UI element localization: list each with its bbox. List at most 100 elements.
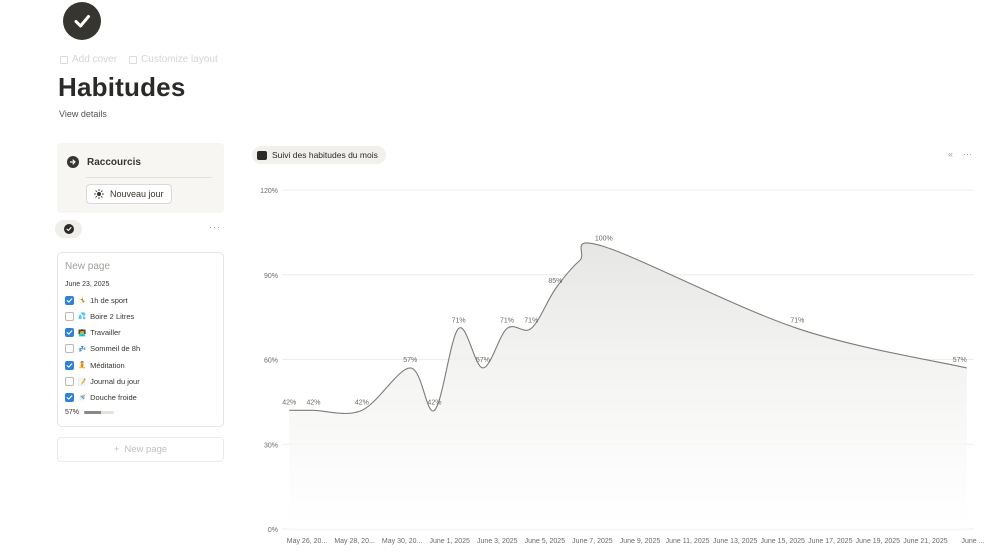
habit-item: 📝 Journal du jour bbox=[65, 377, 140, 387]
page-icon-check[interactable] bbox=[63, 2, 101, 40]
progress-bar bbox=[84, 411, 115, 414]
view-tab-check[interactable] bbox=[55, 220, 82, 238]
x-tick-label: June 13, 2025 bbox=[713, 538, 757, 545]
y-tick-label: 60% bbox=[264, 358, 278, 365]
y-tick-label: 0% bbox=[268, 527, 278, 534]
arrow-right-circle-icon bbox=[67, 156, 79, 168]
layout-icon bbox=[129, 55, 138, 64]
data-label: 57% bbox=[476, 357, 490, 364]
page-header-actions: Add cover Customize layout bbox=[60, 54, 218, 65]
habit-item: 🤸 1h de sport bbox=[65, 295, 128, 305]
habit-emoji: 💦 bbox=[78, 313, 87, 321]
data-label: 57% bbox=[953, 357, 967, 364]
y-tick-label: 120% bbox=[260, 188, 278, 195]
new-day-button[interactable]: Nouveau jour bbox=[86, 184, 172, 204]
habit-emoji: 👨‍💻 bbox=[78, 329, 87, 337]
habit-item: 👨‍💻 Travailler bbox=[65, 328, 121, 338]
new-page-label: New page bbox=[124, 444, 168, 455]
series-line bbox=[289, 242, 967, 415]
habit-label: Boire 2 Litres bbox=[90, 311, 135, 321]
data-label: 42% bbox=[282, 399, 296, 406]
habit-label: 1h de sport bbox=[90, 295, 128, 305]
x-tick-label: June 9, 2025 bbox=[620, 538, 661, 545]
x-tick-label: May 30, 20... bbox=[382, 538, 423, 545]
progress-bar-fill bbox=[84, 411, 102, 414]
data-label: 57% bbox=[403, 357, 417, 364]
habit-emoji: 📝 bbox=[78, 378, 87, 386]
habit-checkbox[interactable] bbox=[65, 295, 74, 305]
habit-checkbox[interactable] bbox=[65, 393, 74, 403]
x-tick-label: May 26, 20... bbox=[287, 538, 328, 545]
data-label: 100% bbox=[595, 236, 613, 243]
habit-checkbox[interactable] bbox=[65, 311, 74, 321]
x-tick-label: June 15, 2025 bbox=[761, 538, 805, 545]
data-label: 71% bbox=[790, 317, 804, 324]
x-tick-label: June 5, 2025 bbox=[525, 538, 566, 545]
habit-card[interactable]: New page June 23, 2025 🤸 1h de sport 💦 Boir… bbox=[57, 252, 224, 427]
data-label: 42% bbox=[306, 399, 320, 406]
habit-emoji: 🧘 bbox=[78, 362, 87, 370]
habit-item: 💤 Sommeil de 8h bbox=[65, 344, 140, 354]
new-day-label: Nouveau jour bbox=[110, 189, 164, 199]
image-icon bbox=[60, 55, 68, 64]
check-circle-icon bbox=[63, 224, 74, 234]
shortcuts-callout: Raccourcis Nouveau jour bbox=[57, 143, 224, 213]
sun-icon bbox=[94, 189, 104, 199]
chart-view-label: Suivi des habitudes du mois bbox=[272, 150, 378, 160]
data-label: 85% bbox=[548, 278, 562, 285]
habit-emoji: 🤸 bbox=[78, 297, 87, 304]
habit-label: Travailler bbox=[90, 328, 121, 338]
divider bbox=[86, 177, 212, 178]
customize-layout-button[interactable]: Customize layout bbox=[129, 54, 218, 65]
habit-label: Sommeil de 8h bbox=[90, 344, 141, 354]
habit-emoji: 💤 bbox=[78, 345, 87, 353]
x-tick-label: June ... bbox=[962, 538, 985, 545]
chart-view-tab[interactable]: Suivi des habitudes du mois bbox=[252, 146, 386, 164]
habit-checkbox[interactable] bbox=[65, 360, 74, 370]
progress: 57% bbox=[65, 409, 115, 416]
new-page-button[interactable]: + New page bbox=[57, 437, 224, 462]
plus-icon: + bbox=[113, 444, 120, 455]
view-details-link[interactable]: View details bbox=[59, 109, 107, 119]
x-tick-label: May 28, 20... bbox=[334, 538, 375, 545]
data-label: 42% bbox=[355, 399, 369, 406]
card-date: June 23, 2025 bbox=[65, 281, 110, 288]
progress-label: 57% bbox=[65, 409, 80, 416]
x-tick-label: June 1, 2025 bbox=[429, 538, 470, 545]
habit-checkbox[interactable] bbox=[65, 328, 74, 338]
habit-label: Douche froide bbox=[90, 393, 137, 403]
habit-emoji: 🚿 bbox=[78, 394, 87, 402]
x-tick-label: June 11, 2025 bbox=[666, 538, 710, 545]
page-title: Habitudes bbox=[58, 72, 186, 102]
y-tick-label: 30% bbox=[264, 442, 278, 449]
habit-item: 🧘 Méditation bbox=[65, 360, 125, 370]
habit-label: Méditation bbox=[90, 360, 125, 370]
habit-checkbox[interactable] bbox=[65, 377, 74, 386]
y-tick-label: 90% bbox=[264, 273, 278, 280]
habit-checkbox[interactable] bbox=[65, 344, 74, 354]
chart-more-button[interactable]: ··· bbox=[963, 149, 973, 159]
x-tick-label: June 3, 2025 bbox=[477, 538, 518, 545]
data-label: 42% bbox=[427, 399, 441, 406]
check-icon bbox=[74, 15, 90, 28]
add-cover-button[interactable]: Add cover bbox=[60, 54, 117, 65]
chart-toolbar: « ··· bbox=[948, 149, 972, 159]
chart-view-icon bbox=[257, 150, 267, 160]
collapse-icon[interactable]: « bbox=[948, 149, 954, 159]
x-tick-label: June 17, 2025 bbox=[808, 538, 852, 545]
x-tick-label: June 21, 2025 bbox=[903, 538, 947, 545]
shortcuts-header: Raccourcis bbox=[67, 156, 141, 168]
data-label: 71% bbox=[524, 317, 538, 324]
x-tick-label: June 7, 2025 bbox=[572, 538, 613, 545]
habit-chart: 0% 30% 60% 90% 120% May 26, 20... May 28, 20..… bbox=[260, 188, 985, 545]
view-more-button[interactable]: ··· bbox=[209, 222, 221, 232]
shortcuts-title: Raccourcis bbox=[87, 156, 141, 168]
data-label: 71% bbox=[500, 317, 514, 324]
x-tick-label: June 19, 2025 bbox=[856, 538, 900, 545]
habit-label: Journal du jour bbox=[90, 377, 140, 386]
data-label: 71% bbox=[452, 317, 466, 324]
card-title: New page bbox=[65, 261, 111, 272]
habit-item: 🚿 Douche froide bbox=[65, 393, 137, 403]
habit-item: 💦 Boire 2 Litres bbox=[65, 311, 134, 321]
series-area bbox=[289, 242, 967, 529]
